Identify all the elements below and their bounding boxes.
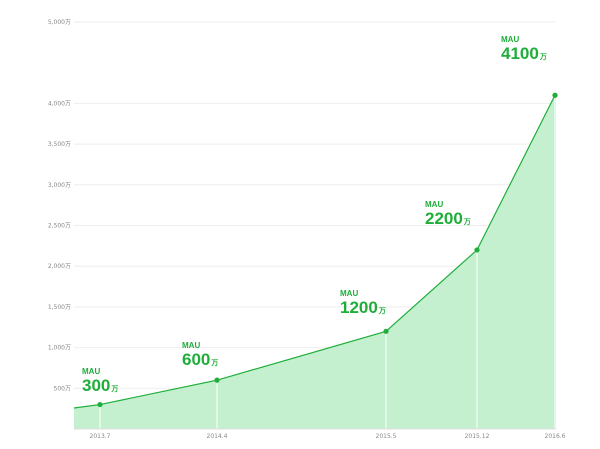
data-point — [97, 401, 103, 408]
y-tick-label: 3,500万 — [48, 141, 71, 148]
y-axis-ticks: 500万 1,000万 1,500万 2,000万 2,500万 3,000万 3,500万… — [48, 19, 71, 392]
y-tick-label: 5,000万 — [48, 19, 71, 26]
grid-lines — [74, 21, 556, 389]
x-axis-ticks: 2013.7 2014.4 2015.5 2015.12 2016.6 — [90, 433, 566, 440]
x-tick-label: 2013.7 — [90, 433, 111, 440]
x-tick-label: 2016.6 — [545, 433, 566, 440]
data-label-metric: MAU — [82, 367, 100, 376]
point-drop-lines — [99, 95, 556, 429]
data-label-unit: 万 — [110, 385, 118, 393]
data-label-metric: MAU — [340, 289, 358, 298]
x-tick-label: 2014.4 — [207, 433, 228, 440]
data-point — [383, 328, 389, 334]
x-tick-label: 2015.12 — [465, 433, 490, 440]
y-tick-label: 3,000万 — [48, 182, 71, 189]
data-label-metric: MAU — [501, 35, 519, 44]
data-points — [97, 92, 558, 408]
data-label-unit: 万 — [463, 218, 471, 226]
data-label-value: 600 — [182, 350, 210, 369]
data-point — [474, 247, 480, 253]
data-label-metric: MAU — [182, 341, 200, 350]
data-label-value: 1200 — [340, 298, 378, 317]
y-tick-label: 2,000万 — [48, 263, 71, 270]
data-point — [552, 92, 558, 98]
x-tick-label: 2015.5 — [376, 433, 397, 440]
data-label-metric: MAU — [425, 200, 443, 209]
data-label-unit: 万 — [378, 307, 386, 315]
data-label-value: 2200 — [425, 209, 463, 228]
y-tick-label: 500万 — [54, 385, 71, 392]
data-point — [214, 377, 220, 383]
y-tick-label: 1,500万 — [48, 304, 71, 311]
mau-area-fill — [74, 95, 556, 429]
data-label-unit: 万 — [539, 53, 547, 61]
y-tick-label: 4,000万 — [48, 100, 71, 107]
data-label-unit: 万 — [210, 359, 218, 367]
y-tick-label: 1,000万 — [48, 345, 71, 352]
data-label-value: 300 — [82, 376, 110, 395]
data-label-value: 4100 — [501, 44, 539, 63]
y-tick-label: 2,500万 — [48, 223, 71, 230]
